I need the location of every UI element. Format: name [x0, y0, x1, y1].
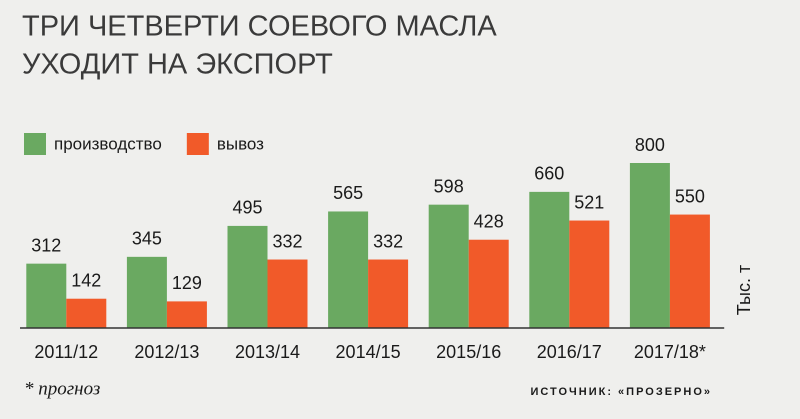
- value-label: 521: [574, 192, 604, 212]
- bar: [227, 225, 268, 328]
- x-tick-label: 2016/17: [537, 342, 602, 362]
- value-label: 312: [31, 235, 61, 255]
- value-label: 345: [132, 229, 162, 249]
- legend-swatch: [186, 133, 209, 155]
- value-label: 129: [172, 273, 202, 293]
- bar: [368, 259, 409, 328]
- footnote: * прогноз: [24, 378, 100, 399]
- bar: [569, 220, 610, 328]
- bar: [468, 239, 509, 328]
- chart-title: УХОДИТ НА ЭКСПОРТ: [22, 49, 333, 81]
- x-tick-label: 2015/16: [436, 342, 501, 362]
- bar: [26, 263, 67, 328]
- x-tick-label: 2017/18*: [634, 342, 706, 362]
- value-label: 565: [333, 183, 363, 203]
- value-label: 495: [232, 198, 262, 218]
- value-label: 428: [474, 211, 504, 231]
- x-tick-label: 2012/13: [134, 342, 199, 362]
- x-tick-label: 2011/12: [34, 342, 98, 362]
- value-label: 332: [272, 231, 302, 251]
- bar: [428, 204, 469, 328]
- bar: [629, 163, 670, 328]
- y-axis-label: Тыс. т: [734, 265, 754, 315]
- source: ИСТОЧНИК: «ПРОЗЕРНО»: [530, 386, 712, 398]
- legend-label: вывоз: [217, 134, 264, 153]
- bar: [529, 191, 570, 328]
- x-tick-label: 2014/15: [336, 342, 401, 362]
- value-label: 800: [635, 135, 665, 155]
- legend-label: производство: [54, 134, 162, 153]
- bar: [328, 211, 369, 328]
- bar: [669, 214, 710, 328]
- value-label: 332: [373, 231, 403, 251]
- value-label: 550: [675, 186, 705, 206]
- bar: [66, 298, 107, 328]
- bar: [126, 256, 167, 328]
- bar: [267, 259, 308, 328]
- value-label: 142: [71, 270, 101, 290]
- legend-swatch: [24, 133, 46, 155]
- bar: [166, 301, 207, 328]
- value-label: 598: [434, 176, 464, 196]
- x-tick-label: 2013/14: [235, 342, 300, 362]
- value-label: 660: [534, 164, 564, 184]
- chart-title: ТРИ ЧЕТВЕРТИ СОЕВОГО МАСЛА: [22, 11, 497, 43]
